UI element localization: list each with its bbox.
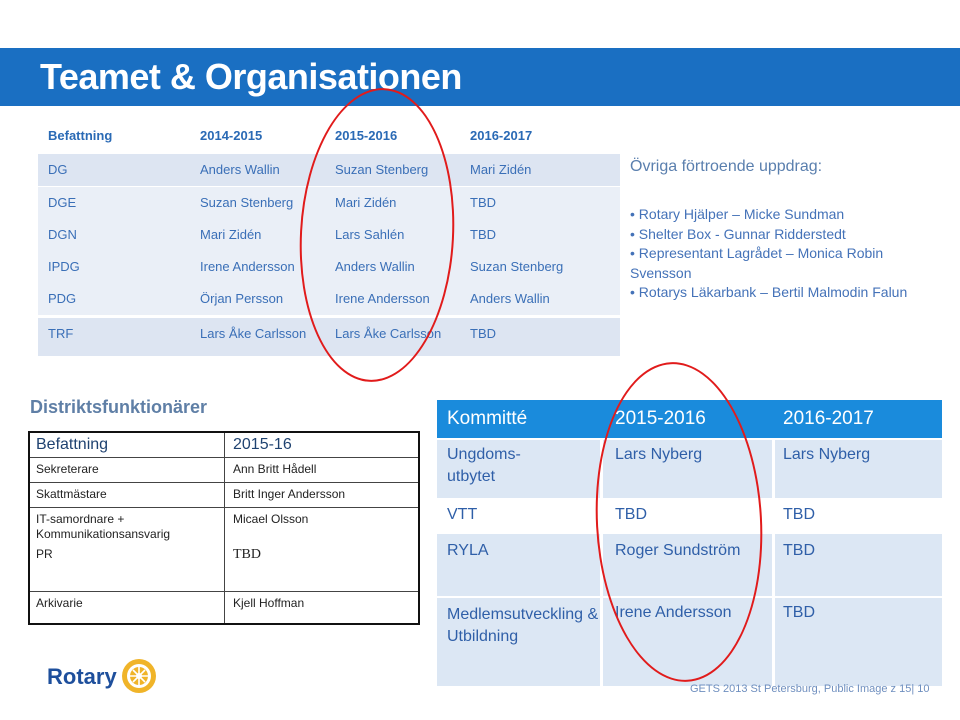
header-2016-2017: 2016-2017 — [470, 128, 533, 143]
table-cell: Irene Andersson — [335, 291, 430, 306]
table-cell: Ann Britt Hådell — [233, 462, 317, 476]
table-row: TRF Lars Åke Carlsson Lars Åke Carlsson … — [38, 318, 620, 356]
table-row: IPDG Irene Andersson Anders Wallin Suzan… — [38, 251, 620, 283]
row-divider — [30, 457, 418, 458]
table-cell: Medlemsutveckling & Utbildning — [447, 606, 599, 645]
row-divider — [30, 482, 418, 483]
table-cell: TBD — [615, 506, 647, 523]
table-header-row: Befattning 2014-2015 2015-2016 2016-2017 — [38, 120, 620, 152]
ovriga-list: • Rotary Hjälper – Micke Sundman • Shelt… — [630, 205, 930, 303]
table-row: PDG Örjan Persson Irene Andersson Anders… — [38, 283, 620, 315]
table-cell: DG — [48, 162, 68, 177]
footer-text: GETS 2013 St Petersburg, Public Image z … — [690, 683, 930, 695]
table-cell: Arkivarie — [36, 596, 83, 610]
leadership-table: Befattning 2014-2015 2015-2016 2016-2017… — [38, 120, 620, 356]
distrikt-title: Distriktsfunktionärer — [30, 397, 208, 417]
table-row: VTT TBD TBD — [437, 498, 942, 534]
table-row: RYLA Roger Sundström TBD — [437, 534, 942, 596]
table-cell: Lars Nyberg — [615, 446, 703, 463]
column-divider — [224, 433, 225, 623]
table-cell: IT-samordnare + Kommunikationsansvarig — [36, 512, 171, 541]
table-cell: TBD — [783, 604, 815, 621]
table-cell: Suzan Stenberg — [470, 259, 564, 274]
table-cell: Irene Andersson — [615, 604, 732, 621]
table-cell: DGE — [48, 195, 77, 210]
column-divider — [600, 440, 603, 686]
table-cell: Anders Wallin — [200, 162, 280, 177]
header-2014-2015: 2014-2015 — [200, 128, 263, 143]
distrikt-header-year: 2015-16 — [233, 436, 292, 453]
list-item: • Shelter Box - Gunnar Ridderstedt — [630, 225, 846, 242]
table-cell: Örjan Persson — [200, 291, 284, 306]
table-cell: Lars Åke Carlsson — [335, 326, 442, 341]
kommitte-header-row: Kommitté 2015-2016 2016-2017 — [437, 400, 942, 438]
table-cell: Anders Wallin — [335, 259, 415, 274]
rotary-logo: Rotary — [47, 656, 167, 700]
page-title: Teamet & Organisationen — [40, 56, 462, 97]
table-cell: TBD — [783, 506, 815, 523]
table-row: Medlemsutveckling & Utbildning Irene And… — [437, 598, 942, 686]
column-divider — [772, 440, 775, 686]
table-cell: Mari Zidén — [335, 195, 397, 210]
logo-text: Rotary — [47, 664, 117, 689]
table-cell: Roger Sundström — [615, 542, 741, 559]
table-row: Ungdoms-utbytet Lars Nyberg Lars Nyberg — [437, 440, 942, 498]
table-cell: VTT — [447, 506, 478, 523]
kommitte-header-2016: 2016-2017 — [783, 408, 874, 429]
table-cell: TBD — [470, 195, 496, 210]
table-cell: Suzan Stenberg — [335, 162, 429, 177]
table-cell: RYLA — [447, 542, 489, 559]
table-cell: IPDG — [48, 259, 80, 274]
row-divider — [30, 507, 418, 508]
table-cell: Skattmästare — [36, 487, 107, 501]
table-row: DGE Suzan Stenberg Mari Zidén TBD — [38, 187, 620, 219]
table-cell: Suzan Stenberg — [200, 195, 294, 210]
table-cell: PR — [36, 547, 53, 561]
list-item: • Rotary Hjälper – Micke Sundman — [630, 206, 845, 222]
kommitte-header-2015: 2015-2016 — [615, 408, 706, 429]
table-cell: Irene Andersson — [200, 259, 295, 274]
rotary-wheel-icon — [122, 659, 156, 693]
table-cell: PDG — [48, 291, 77, 306]
table-cell: TBD — [233, 547, 261, 562]
table-row: DGN Mari Zidén Lars Sahlén TBD — [38, 219, 620, 251]
list-item: • Representant Lagrådet – Monica Robin S… — [630, 245, 884, 281]
distrikt-table: Befattning 2015-16 Sekreterare Ann Britt… — [28, 431, 420, 625]
table-cell: Britt Inger Andersson — [233, 487, 346, 501]
table-cell: Anders Wallin — [470, 291, 550, 306]
table-cell: Kjell Hoffman — [233, 596, 305, 610]
header-befattning: Befattning — [48, 128, 113, 143]
table-cell: Sekreterare — [36, 462, 99, 476]
ovriga-heading: Övriga förtroende uppdrag: — [630, 158, 823, 175]
kommitte-header: Kommitté — [447, 408, 528, 429]
table-cell: Ungdoms-utbytet — [447, 446, 521, 485]
table-cell: DGN — [48, 227, 77, 242]
table-cell: Lars Åke Carlsson — [200, 326, 307, 341]
title-bar — [0, 48, 960, 106]
row-divider — [437, 596, 942, 598]
table-cell: Lars Nyberg — [783, 446, 871, 463]
table-cell: TBD — [470, 227, 496, 242]
row-divider — [30, 591, 418, 592]
table-cell: Mari Zidén — [200, 227, 262, 242]
header-2015-2016: 2015-2016 — [335, 128, 398, 143]
table-cell: Mari Zidén — [470, 162, 532, 177]
table-cell: Lars Sahlén — [335, 227, 405, 242]
table-row: DG Anders Wallin Suzan Stenberg Mari Zid… — [38, 154, 620, 186]
table-cell: TBD — [470, 326, 496, 341]
table-cell: Micael Olsson — [233, 512, 309, 526]
distrikt-header-befattning: Befattning — [36, 436, 109, 453]
table-cell: TBD — [783, 542, 815, 559]
list-item: • Rotarys Läkarbank – Bertil Malmodin Fa… — [630, 284, 908, 300]
kommitte-table: Kommitté 2015-2016 2016-2017 Ungdoms-utb… — [437, 400, 942, 686]
table-cell: TRF — [48, 326, 74, 341]
